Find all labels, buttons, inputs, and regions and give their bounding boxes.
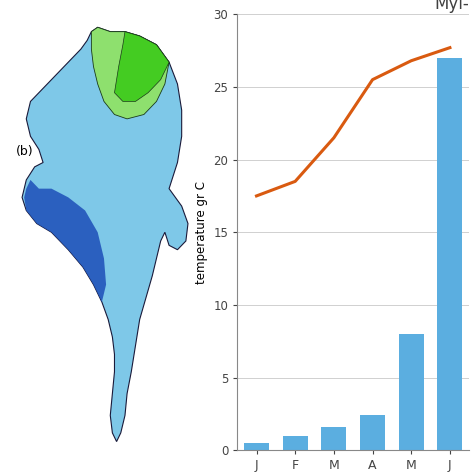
Bar: [244, 443, 269, 450]
Bar: [321, 427, 346, 450]
Bar: [438, 58, 463, 450]
Text: Myi-: Myi-: [435, 0, 469, 13]
Polygon shape: [115, 32, 169, 101]
Bar: [360, 415, 385, 450]
Polygon shape: [24, 180, 106, 302]
Polygon shape: [91, 27, 169, 119]
Polygon shape: [22, 27, 188, 442]
Text: (b): (b): [16, 145, 33, 158]
Bar: [399, 334, 424, 450]
Y-axis label: temperature gr C: temperature gr C: [195, 181, 208, 284]
Bar: [283, 436, 308, 450]
